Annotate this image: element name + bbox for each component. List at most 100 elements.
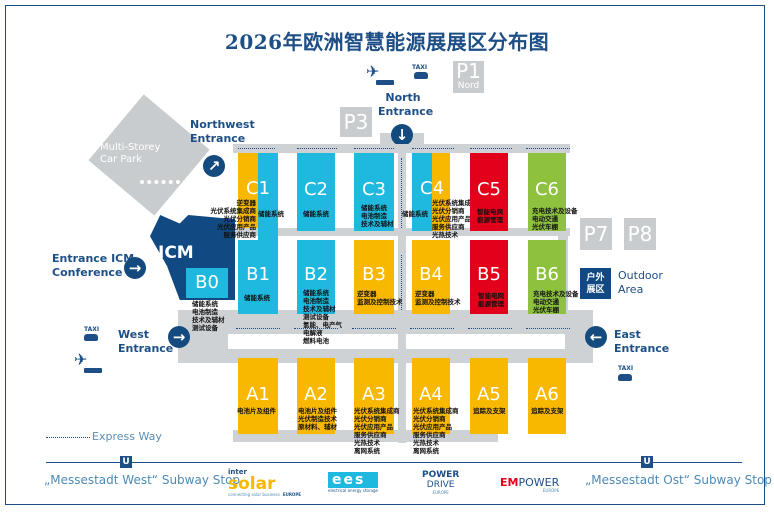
tag: 技术及辅材 xyxy=(192,316,225,324)
central-spine xyxy=(398,153,406,443)
hall-c1[interactable] xyxy=(258,153,278,241)
tag: 服务供应商 xyxy=(223,231,257,239)
east-entrance-arrow-icon[interactable]: ← xyxy=(585,326,607,348)
hall-c2-code: C2 xyxy=(303,179,329,200)
hall-b4-code: B4 xyxy=(419,264,443,285)
hall-c4[interactable] xyxy=(412,153,432,231)
express-way-legend-label: Express Way xyxy=(92,430,162,443)
parking-p8: P8 xyxy=(624,218,656,250)
parking-p7: P7 xyxy=(580,218,612,250)
tag: 监测及控制技术 xyxy=(415,298,461,306)
tag: 燃料电池 xyxy=(303,337,329,345)
express-way-segment xyxy=(294,328,338,329)
airport-plane-icon-west: ✈ xyxy=(74,350,88,369)
hall-a3[interactable]: A3 xyxy=(354,358,394,434)
tag: 光热技术 xyxy=(432,231,458,239)
outdoor-area-badge[interactable]: 户外 展区 xyxy=(580,268,611,299)
hall-a2[interactable]: A2 xyxy=(297,358,335,434)
hall-c4-left-tags: 储能系统 xyxy=(402,210,428,218)
multi-storey-line1: Multi-Storey xyxy=(100,142,161,153)
north-road xyxy=(233,144,570,153)
tag: 离网系统 xyxy=(354,447,380,455)
hall-b0[interactable]: B0 xyxy=(186,268,228,298)
icm-entrance-arrow-icon[interactable]: → xyxy=(124,257,146,279)
hall-c4-code: C4 xyxy=(420,178,445,199)
hall-b3[interactable]: B3 xyxy=(354,240,394,314)
express-way-segment xyxy=(468,328,512,329)
hall-a1[interactable]: A1 xyxy=(238,358,278,434)
hall-b2-code: B2 xyxy=(304,264,328,285)
hall-b5[interactable]: B5 xyxy=(470,240,508,314)
hall-b0-code: B0 xyxy=(195,272,219,293)
hall-c2[interactable]: C2 xyxy=(297,153,335,231)
tag: 电解液 xyxy=(303,329,323,337)
tag: 追踪及支架 xyxy=(531,407,564,415)
tag: 储能系统 xyxy=(361,204,387,212)
tag: 能源管理 xyxy=(478,300,504,308)
tag: 电池制造 xyxy=(361,212,387,220)
tag: 光热技术 xyxy=(354,439,380,447)
outdoor-area-label: Outdoor Area xyxy=(618,269,663,297)
east-entrance-line1: East xyxy=(614,328,641,341)
tag: 技术及辅材 xyxy=(361,220,394,228)
airport-plane-icon: ✈ xyxy=(366,62,380,81)
hall-b6[interactable]: B6 xyxy=(528,240,566,314)
corridor-white-3 xyxy=(405,334,565,349)
express-way-vertical xyxy=(401,255,402,310)
bus-icon xyxy=(376,80,394,85)
taxi-label-east: TAXI xyxy=(618,365,634,372)
hall-a5[interactable]: A5 xyxy=(470,358,508,434)
tag: 智能电网 xyxy=(477,208,503,216)
subway-west-label: „Messestadt West“ Subway Stop xyxy=(44,473,241,487)
express-way-segment xyxy=(470,148,512,149)
hall-c1-right-tags: 储能系统 xyxy=(258,210,284,218)
power-drive-logo[interactable]: POWER DRIVE EUROPE xyxy=(422,471,459,496)
tag: 光伏系统集成商 xyxy=(432,199,478,207)
hall-a2-code: A2 xyxy=(304,384,328,405)
hall-a4[interactable]: A4 xyxy=(412,358,450,434)
empower-logo[interactable]: EMPOWER EUROPE xyxy=(500,477,559,493)
hall-c6[interactable]: C6 xyxy=(528,153,566,231)
hall-a4-code: A4 xyxy=(419,384,443,405)
hall-a6[interactable]: A6 xyxy=(528,358,566,434)
west-entrance-line2: Entrance xyxy=(118,342,174,355)
tag: 智能电网 xyxy=(478,292,504,300)
intersolar-logo-top: inter xyxy=(228,468,247,476)
tag: 光伏分销商 xyxy=(223,215,257,223)
west-entrance-arrow-icon[interactable]: → xyxy=(168,326,190,348)
hall-b2[interactable]: B2 xyxy=(297,240,335,314)
outdoor-badge-line2: 展区 xyxy=(586,285,605,295)
taxi-label: TAXI xyxy=(412,64,428,71)
subway-west-u-icon: U xyxy=(120,456,132,468)
tag: 原材料、辅材 xyxy=(298,423,337,431)
parking-p3: P3 xyxy=(340,107,372,137)
tag: 逆变器 xyxy=(415,290,435,298)
tag: 服务供应商 xyxy=(354,431,387,439)
hall-c3[interactable]: C3 xyxy=(354,153,394,231)
intersolar-logo[interactable]: inter solar connecting solar business EU… xyxy=(228,468,301,498)
hall-b6-tags: 充电技术及设备 电动交通 光伏车棚 xyxy=(533,290,579,314)
hall-b1[interactable]: B1 xyxy=(238,240,278,314)
express-way-segment xyxy=(238,148,275,149)
tag: 服务供应商 xyxy=(432,223,465,231)
tag: 储能系统 xyxy=(303,289,329,297)
parking-p1-code: P1 xyxy=(456,59,481,83)
ees-logo[interactable]: ees electrical energy storage xyxy=(328,472,378,493)
hall-b5-code: B5 xyxy=(477,264,501,285)
northwest-entrance-arrow-icon[interactable]: ↗ xyxy=(203,155,225,177)
tag: 能源管理 xyxy=(477,216,503,224)
hall-c1-yellow[interactable] xyxy=(238,153,258,228)
north-entrance-arrow-icon[interactable]: ↓ xyxy=(391,124,413,146)
hall-c5[interactable]: C5 xyxy=(470,153,508,231)
hall-a2-tags: 电池片及组件 光伏制造技术 原材料、辅材 xyxy=(298,407,337,431)
hall-c4-yellow[interactable] xyxy=(432,153,450,231)
bus-icon-west xyxy=(84,368,102,373)
icm-label: ICM xyxy=(158,243,194,263)
northwest-entrance-label: Northwest Entrance xyxy=(190,118,255,146)
hall-b4[interactable]: B4 xyxy=(412,240,450,314)
tag: 光伏应用产品 xyxy=(354,423,393,431)
hall-a3-code: A3 xyxy=(362,384,386,405)
intersolar-logo-region: EUROPE xyxy=(282,492,301,497)
hall-b4-tags: 逆变器 监测及控制技术 xyxy=(415,290,461,306)
tag: 电动交通 xyxy=(532,215,558,223)
